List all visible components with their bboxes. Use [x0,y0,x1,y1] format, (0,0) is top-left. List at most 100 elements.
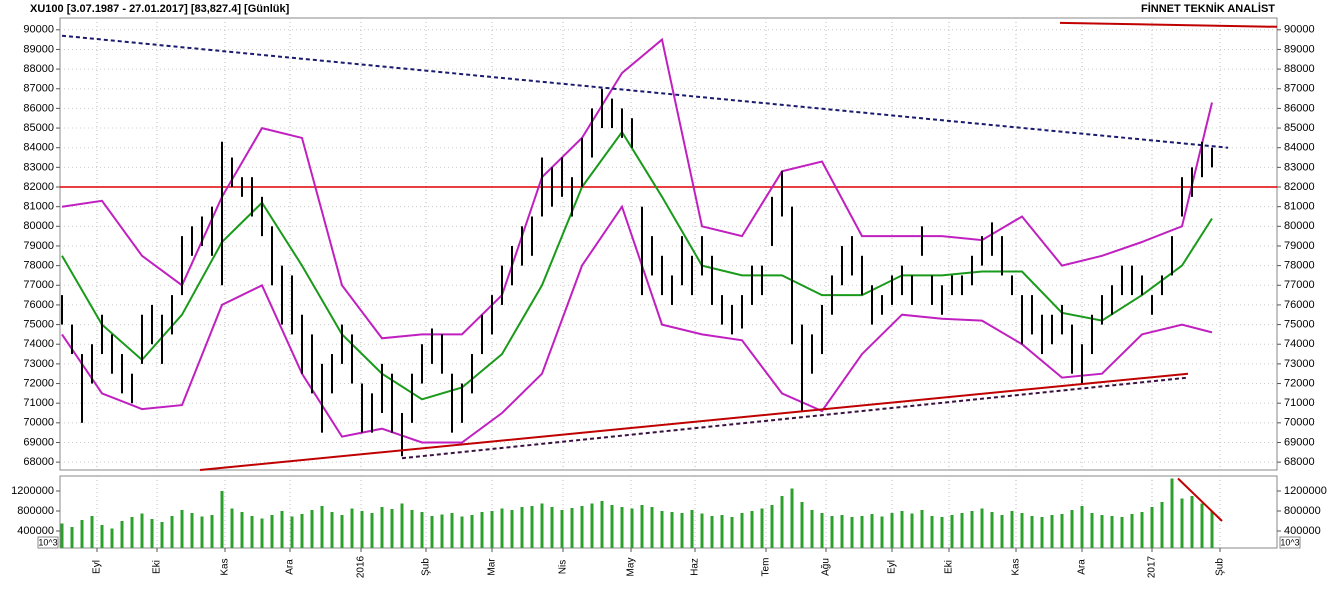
y-tick-label: 90000 [1284,24,1315,36]
volume-bar [970,511,974,548]
y-tick-label: 1200000 [11,485,54,497]
volume-bar [360,511,364,548]
volume-bar [690,510,694,548]
volume-bar [630,508,634,548]
volume-panel [59,475,1278,549]
volume-bar [760,508,764,548]
y-tick-label: 71000 [1284,397,1315,409]
volume-bar [600,501,604,548]
y-tick-label: 84000 [23,142,54,154]
volume-bar [60,523,64,548]
y-tick-label: 72000 [23,377,54,389]
volume-bar [820,513,824,548]
volume-bar [890,513,894,548]
volume-bar [780,496,784,548]
volume-bar [420,512,424,548]
x-tick-label: Eki [152,560,163,574]
volume-bar [250,516,254,548]
volume-bar [910,513,914,548]
x-tick-label: May [626,558,637,577]
y-tick-label: 69000 [1284,436,1315,448]
volume-bar [850,517,854,548]
volume-bar [1010,511,1014,548]
y-tick-label: 81000 [23,201,54,213]
volume-bar [430,516,434,548]
volume-bar [460,516,464,548]
volume-bar [380,507,384,548]
volume-bar [260,518,264,548]
volume-bar [1210,511,1214,548]
volume-bar [940,517,944,548]
trend-line [61,34,1229,149]
y-tick-label: 78000 [23,260,54,272]
volume-bar [800,502,804,548]
y-tick-label: 82000 [23,181,54,193]
volume-bar [720,515,724,548]
volume-bar [620,507,624,548]
y-tick-label: 89000 [23,43,54,55]
x-tick-label: Şub [1215,558,1226,576]
volume-bar [590,503,594,548]
volume-bar [1090,513,1094,548]
y-tick-label: 72000 [1284,377,1315,389]
volume-bar [80,520,84,548]
volume-bar [1040,517,1044,548]
y-tick-label: 800000 [17,505,54,517]
y-tick-label: 86000 [1284,102,1315,114]
volume-bar [140,513,144,548]
y-tick-label: 68000 [23,456,54,468]
volume-bar [510,510,514,548]
volume-bar [220,491,224,548]
volume-bar [270,515,274,548]
volume-bar [1020,513,1024,548]
volume-bar [300,514,304,548]
x-tick-label: Ara [1077,559,1088,575]
volume-bar [1070,510,1074,548]
volume-bar [170,516,174,548]
y-tick-label: 77000 [1284,279,1315,291]
volume-bar [930,516,934,548]
volume-bar [1150,507,1154,548]
y-tick-label: 80000 [1284,220,1315,232]
y-tick-label: 83000 [1284,161,1315,173]
volume-bar [540,503,544,548]
x-tick-label: Haz [690,558,701,576]
trend-line [401,376,1189,460]
x-tick-label: Eyl [92,560,103,574]
volume-bar [520,507,524,548]
y-tick-label: 90000 [23,24,54,36]
y-tick-label: 75000 [1284,318,1315,330]
y-tick-label: 1200000 [1284,485,1327,497]
volume-bar [230,508,234,548]
y-tick-label: 81000 [1284,201,1315,213]
volume-bar [290,516,294,548]
volume-bar [1000,515,1004,548]
volume-bar [320,506,324,548]
volume-bar [770,505,774,548]
volume-bar [880,516,884,548]
y-tick-label: 70000 [23,417,54,429]
volume-bar [1060,514,1064,548]
volume-bar [410,510,414,548]
trend-line [1059,21,1278,28]
x-tick-label: Ara [285,559,296,575]
volume-bar [90,516,94,548]
volume-bar [310,510,314,548]
volume-bar [1050,515,1054,548]
volume-bar [550,507,554,548]
volume-bar [1170,478,1174,548]
volume-bar [390,509,394,548]
volume-bar [670,512,674,548]
y-tick-label: 74000 [23,338,54,350]
trend-line [199,372,1189,471]
volume-bar [490,511,494,548]
volume-bar [1110,516,1114,548]
y-tick-label: 400000 [17,525,54,537]
y-tick-label: 83000 [23,161,54,173]
volume-bar [530,506,534,548]
price-panel [59,17,1278,471]
y-tick-label: 88000 [23,63,54,75]
y-tick-label: 800000 [1284,505,1321,517]
y-tick-label: 68000 [1284,456,1315,468]
